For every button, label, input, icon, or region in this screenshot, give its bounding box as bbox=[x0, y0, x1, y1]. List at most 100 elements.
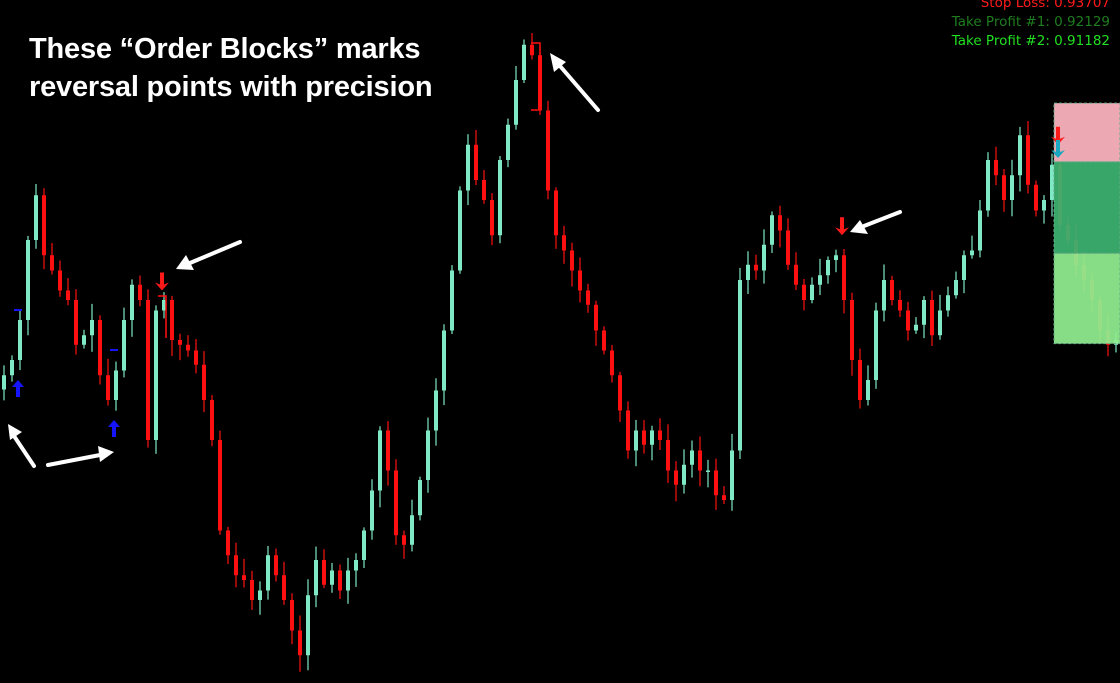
candle-body bbox=[778, 215, 782, 231]
candle bbox=[594, 300, 598, 346]
candle bbox=[378, 426, 382, 508]
annotation-arrow-icon bbox=[176, 240, 242, 270]
buy-arrow-icon bbox=[108, 420, 120, 437]
candle-body bbox=[986, 160, 990, 211]
candle-body bbox=[562, 235, 566, 251]
order-block-bracket bbox=[531, 42, 541, 111]
candle-body bbox=[530, 44, 534, 56]
headline: These “Order Blocks” marks reversal poin… bbox=[29, 30, 433, 106]
candle bbox=[146, 289, 150, 448]
candle bbox=[858, 348, 862, 409]
candle bbox=[722, 486, 726, 505]
candle bbox=[122, 307, 126, 378]
candle-body bbox=[402, 535, 406, 545]
candle bbox=[266, 545, 270, 600]
candle-body bbox=[610, 350, 614, 376]
candle-body bbox=[266, 555, 270, 591]
candle bbox=[754, 254, 758, 280]
candle bbox=[962, 250, 966, 294]
candle-body bbox=[922, 300, 926, 325]
candle bbox=[18, 310, 22, 371]
candle bbox=[626, 401, 630, 459]
candle bbox=[410, 499, 414, 552]
candle bbox=[978, 199, 982, 258]
candle bbox=[498, 156, 502, 244]
trade-levels-panel: Stop Loss: 0.93707 Take Profit #1: 0.921… bbox=[952, 0, 1110, 51]
candle-body bbox=[842, 255, 846, 300]
candle bbox=[1042, 195, 1046, 224]
candle-body bbox=[410, 515, 414, 545]
candle bbox=[322, 549, 326, 589]
candle bbox=[458, 186, 462, 274]
candle-body bbox=[738, 280, 742, 451]
candle bbox=[714, 458, 718, 510]
candle-body bbox=[362, 530, 366, 560]
candle bbox=[778, 205, 782, 248]
candle bbox=[602, 326, 606, 355]
candle-body bbox=[282, 575, 286, 600]
candle-body bbox=[690, 450, 694, 465]
candle-body bbox=[874, 310, 878, 380]
candle-body bbox=[250, 580, 254, 600]
candle bbox=[802, 278, 806, 311]
candle-body bbox=[770, 215, 774, 245]
candle bbox=[138, 275, 142, 307]
candle-body bbox=[514, 80, 518, 125]
candle-body bbox=[794, 264, 798, 285]
candle bbox=[634, 419, 638, 467]
candle-body bbox=[826, 260, 830, 276]
candle bbox=[226, 526, 230, 565]
candle-body bbox=[594, 304, 598, 331]
candle bbox=[618, 371, 622, 422]
candle-body bbox=[930, 300, 934, 336]
sell-arrow-icon bbox=[155, 272, 169, 291]
candle-body bbox=[186, 344, 190, 351]
candle bbox=[818, 258, 822, 295]
candle-body bbox=[306, 595, 310, 656]
candle-body bbox=[818, 275, 822, 285]
candle-body bbox=[394, 470, 398, 536]
candle-body bbox=[26, 240, 30, 320]
candle bbox=[930, 290, 934, 346]
candle-body bbox=[178, 340, 182, 345]
candle-body bbox=[722, 495, 726, 500]
candle bbox=[554, 187, 558, 249]
candle bbox=[298, 615, 302, 672]
candle-body bbox=[642, 430, 646, 445]
candle bbox=[898, 290, 902, 317]
candle-body bbox=[1034, 184, 1038, 211]
candle bbox=[290, 593, 294, 645]
annotation-arrow-icon bbox=[550, 53, 600, 112]
candle bbox=[874, 302, 878, 389]
candle bbox=[578, 257, 582, 303]
candle bbox=[490, 193, 494, 246]
candle-body bbox=[226, 530, 230, 556]
candle bbox=[642, 420, 646, 454]
candle bbox=[442, 324, 446, 406]
candle-body bbox=[434, 390, 438, 431]
candle bbox=[482, 170, 486, 204]
candle-body bbox=[378, 430, 382, 491]
candle-body bbox=[2, 375, 6, 390]
candle-body bbox=[650, 430, 654, 445]
candle-body bbox=[338, 570, 342, 591]
candle-body bbox=[162, 300, 166, 311]
candle-body bbox=[1050, 164, 1054, 200]
candle-body bbox=[122, 320, 126, 371]
candle-body bbox=[706, 470, 710, 472]
candle-body bbox=[58, 270, 62, 291]
candle bbox=[82, 329, 86, 349]
candle bbox=[306, 579, 310, 671]
candle-body bbox=[258, 590, 262, 600]
candles-layer bbox=[2, 33, 1118, 672]
candle-body bbox=[674, 470, 678, 485]
candle bbox=[810, 277, 814, 304]
candle-body bbox=[834, 255, 838, 260]
candle bbox=[842, 248, 846, 314]
sell-arrow-icon bbox=[1051, 126, 1065, 145]
candle bbox=[418, 476, 422, 521]
candle-body bbox=[482, 180, 486, 200]
candle bbox=[834, 249, 838, 273]
candle-body bbox=[786, 230, 790, 265]
candle-body bbox=[914, 324, 918, 331]
